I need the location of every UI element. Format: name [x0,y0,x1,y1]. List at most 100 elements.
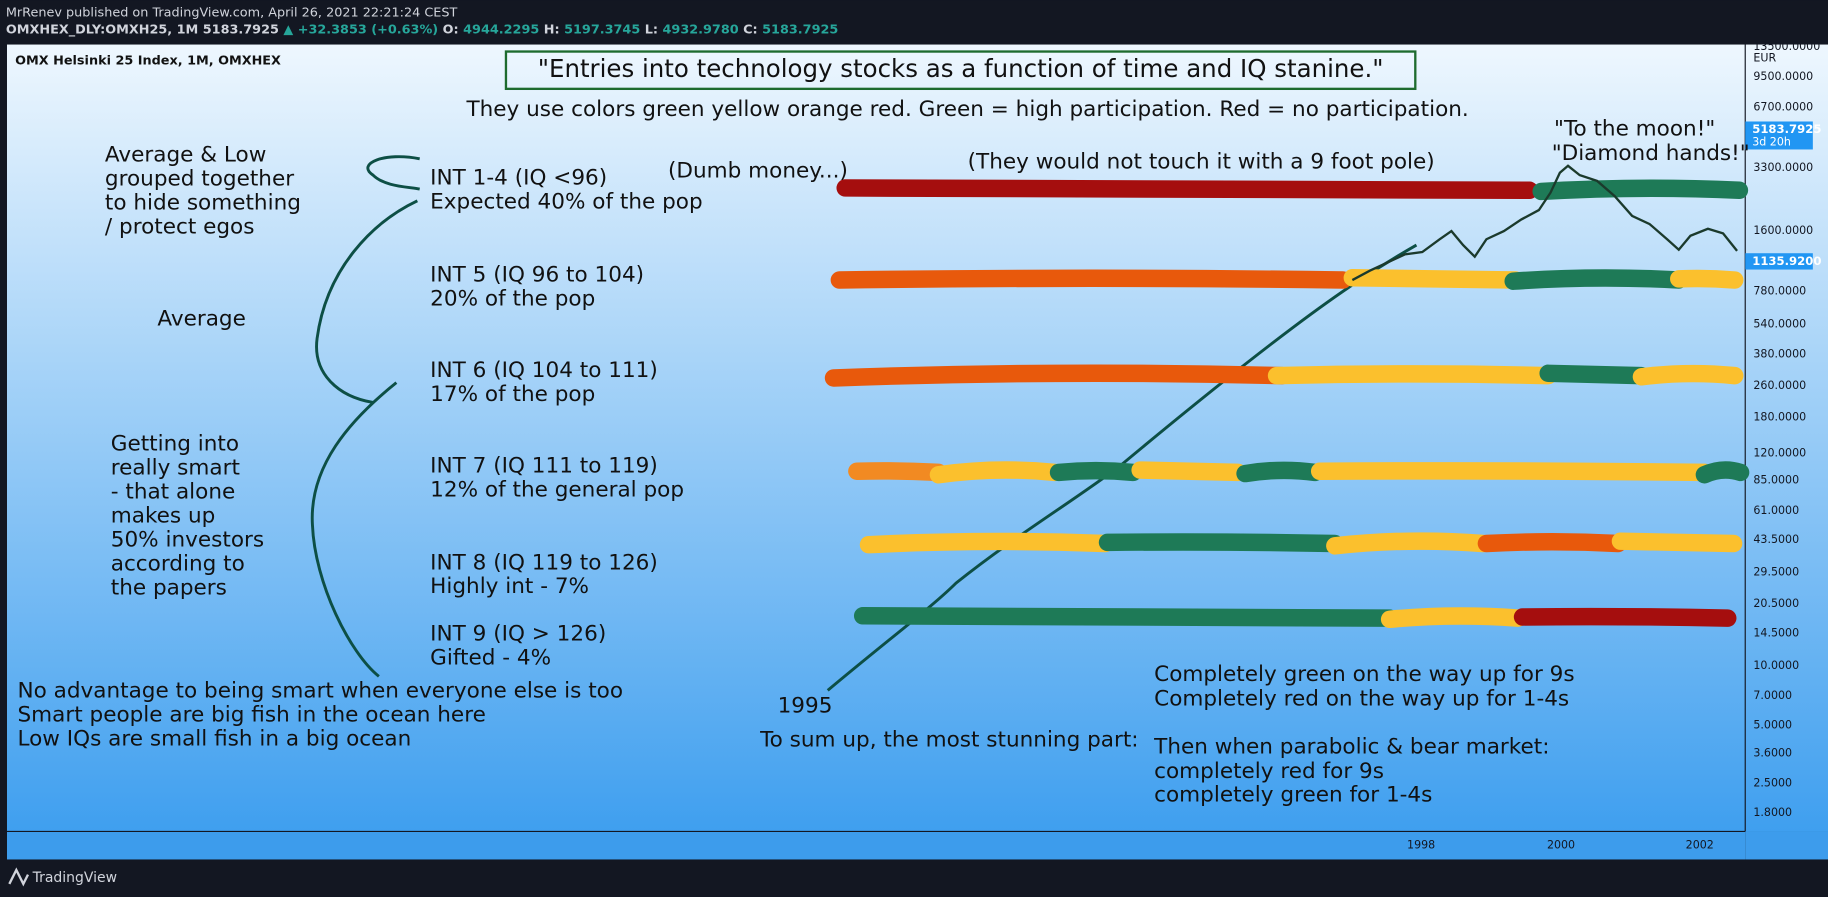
brace [310,155,420,678]
band-stroke [1670,269,1744,289]
group-label: 12% of the general pop [430,477,684,502]
ohlc-key: C: [743,22,762,37]
time-tick: 2002 [1686,838,1714,851]
left-note: really smart [111,455,240,480]
band-stroke [1310,462,1714,482]
price-tick: 120.0000 [1753,447,1806,460]
price-tick: 14.5000 [1753,626,1799,639]
summary-line: Then when parabolic & bear market: [1153,735,1549,760]
band-stroke [1532,179,1749,201]
price-tick: 9500.0000 [1753,70,1813,83]
left-note: / protect egos [105,214,255,239]
last-price: 5183.7925 [203,22,284,37]
left-note: according to [111,551,245,576]
left-note: makes up [111,503,216,528]
ticker-line: OMXHEX_DLY:OMXH25, 1M 5183.7925 ▲ +32.38… [6,22,839,37]
price-tick: 3.6000 [1753,746,1792,759]
band-stroke [830,269,1352,289]
left-note: grouped together [105,166,294,191]
ohlc-value: 4944.2295 [463,22,544,37]
ohlc-value: 4932.9780 [662,22,743,37]
ohlc-value: 5183.7925 [762,22,838,37]
price-tick: 85.0000 [1753,474,1799,487]
group-label: INT 9 (IQ > 126) [430,621,606,646]
title: "Entries into technology stocks as a fun… [538,54,1384,83]
subtitle: They use colors green yellow orange red.… [465,97,1468,122]
group-label: 17% of the pop [430,382,595,407]
price-tick: 6700.0000 [1753,100,1813,113]
band-stroke [848,462,948,482]
low-price-badge: 1135.9200 [1752,254,1821,268]
callout: 1995 [778,694,833,719]
price-tick: 10.0000 [1753,659,1799,672]
band-stroke [1380,607,1527,629]
price-tick: 2.5000 [1753,777,1792,790]
price-tick: 260.0000 [1753,379,1806,392]
price-tick: 5.0000 [1753,718,1792,731]
price-tick: 3300.0000 [1753,161,1813,174]
band-stroke [1098,533,1344,553]
band-stroke [859,532,1114,554]
price-tick: 20.5000 [1753,597,1799,610]
price-tick: EUR [1753,52,1776,65]
group-label: INT 6 (IQ 104 to 111) [430,358,658,383]
chart-pane [6,44,1828,832]
price-tick: 43.5000 [1753,533,1799,546]
time-axis [6,831,1746,860]
price-tick: 780.0000 [1753,285,1806,298]
band-stroke [1611,532,1743,553]
group-label: Expected 40% of the pop [430,190,702,215]
price-tick: 1.8000 [1753,806,1792,819]
band-stroke [1236,461,1324,483]
instrument: OMX Helsinki 25 Index, 1M, OMXHEX [15,53,281,68]
band-stroke [1326,532,1492,555]
brand: TradingView [32,870,117,886]
band-stroke [1513,607,1737,627]
low-badge [1745,253,1813,270]
bottom-note: Smart people are big fish in the ocean h… [17,702,485,727]
group-label: 20% of the pop [430,286,595,311]
band-stroke [836,179,1539,200]
summary-line: Completely red on the way up for 1-4s [1154,687,1569,712]
left-note: the papers [111,576,227,601]
band-stroke [929,461,1064,484]
bottom-note: Low IQs are small fish in a big ocean [17,726,411,751]
callout: "Diamond hands!" [1552,141,1750,166]
group-label: INT 1-4 (IQ <96) [430,166,607,191]
last-price-badge: 5183.7925 [1752,122,1821,136]
callout: To sum up, the most stunning part: [759,728,1138,753]
price-tick: 540.0000 [1753,317,1806,330]
bottom-note: No advantage to being smart when everyon… [17,679,623,704]
band-stroke [853,607,1399,627]
time-tick: 2000 [1547,838,1575,851]
group-label: INT 8 (IQ 119 to 126) [430,550,658,575]
left-note: 50% investors [111,527,264,552]
group-label: Gifted - 4% [430,645,551,670]
group-label: Highly int - 7% [430,574,589,599]
left-note: Average [157,307,245,332]
ohlc-key: L: [645,22,663,37]
band-stroke [824,364,1292,387]
band-stroke [1267,365,1557,385]
price-tick: 380.0000 [1753,348,1806,361]
band-stroke [1539,364,1651,385]
group-label: INT 5 (IQ 96 to 104) [430,262,644,287]
price-tick: 1600.0000 [1753,224,1813,237]
band-stroke [1695,461,1750,484]
group-label: INT 7 (IQ 111 to 119) [430,454,658,479]
band-stroke [1049,461,1142,482]
price-tick: 29.5000 [1753,566,1799,579]
summary-line: completely green for 1-4s [1154,782,1432,807]
participation-bands [824,179,1750,629]
left-note: - that alone [111,479,236,504]
summary-line: Completely green on the way up for 9s [1154,662,1574,687]
publisher: MrRenev published on TradingView.com, Ap… [6,6,458,21]
callout: "To the moon!" [1554,117,1715,142]
last-badge [1745,121,1813,150]
countdown: 3d 20h [1752,135,1791,148]
price-tick: 13500.0000 [1753,40,1820,53]
time-tick: 1998 [1407,838,1435,851]
summary-line: completely red for 9s [1154,759,1384,784]
band-stroke [1131,461,1247,482]
